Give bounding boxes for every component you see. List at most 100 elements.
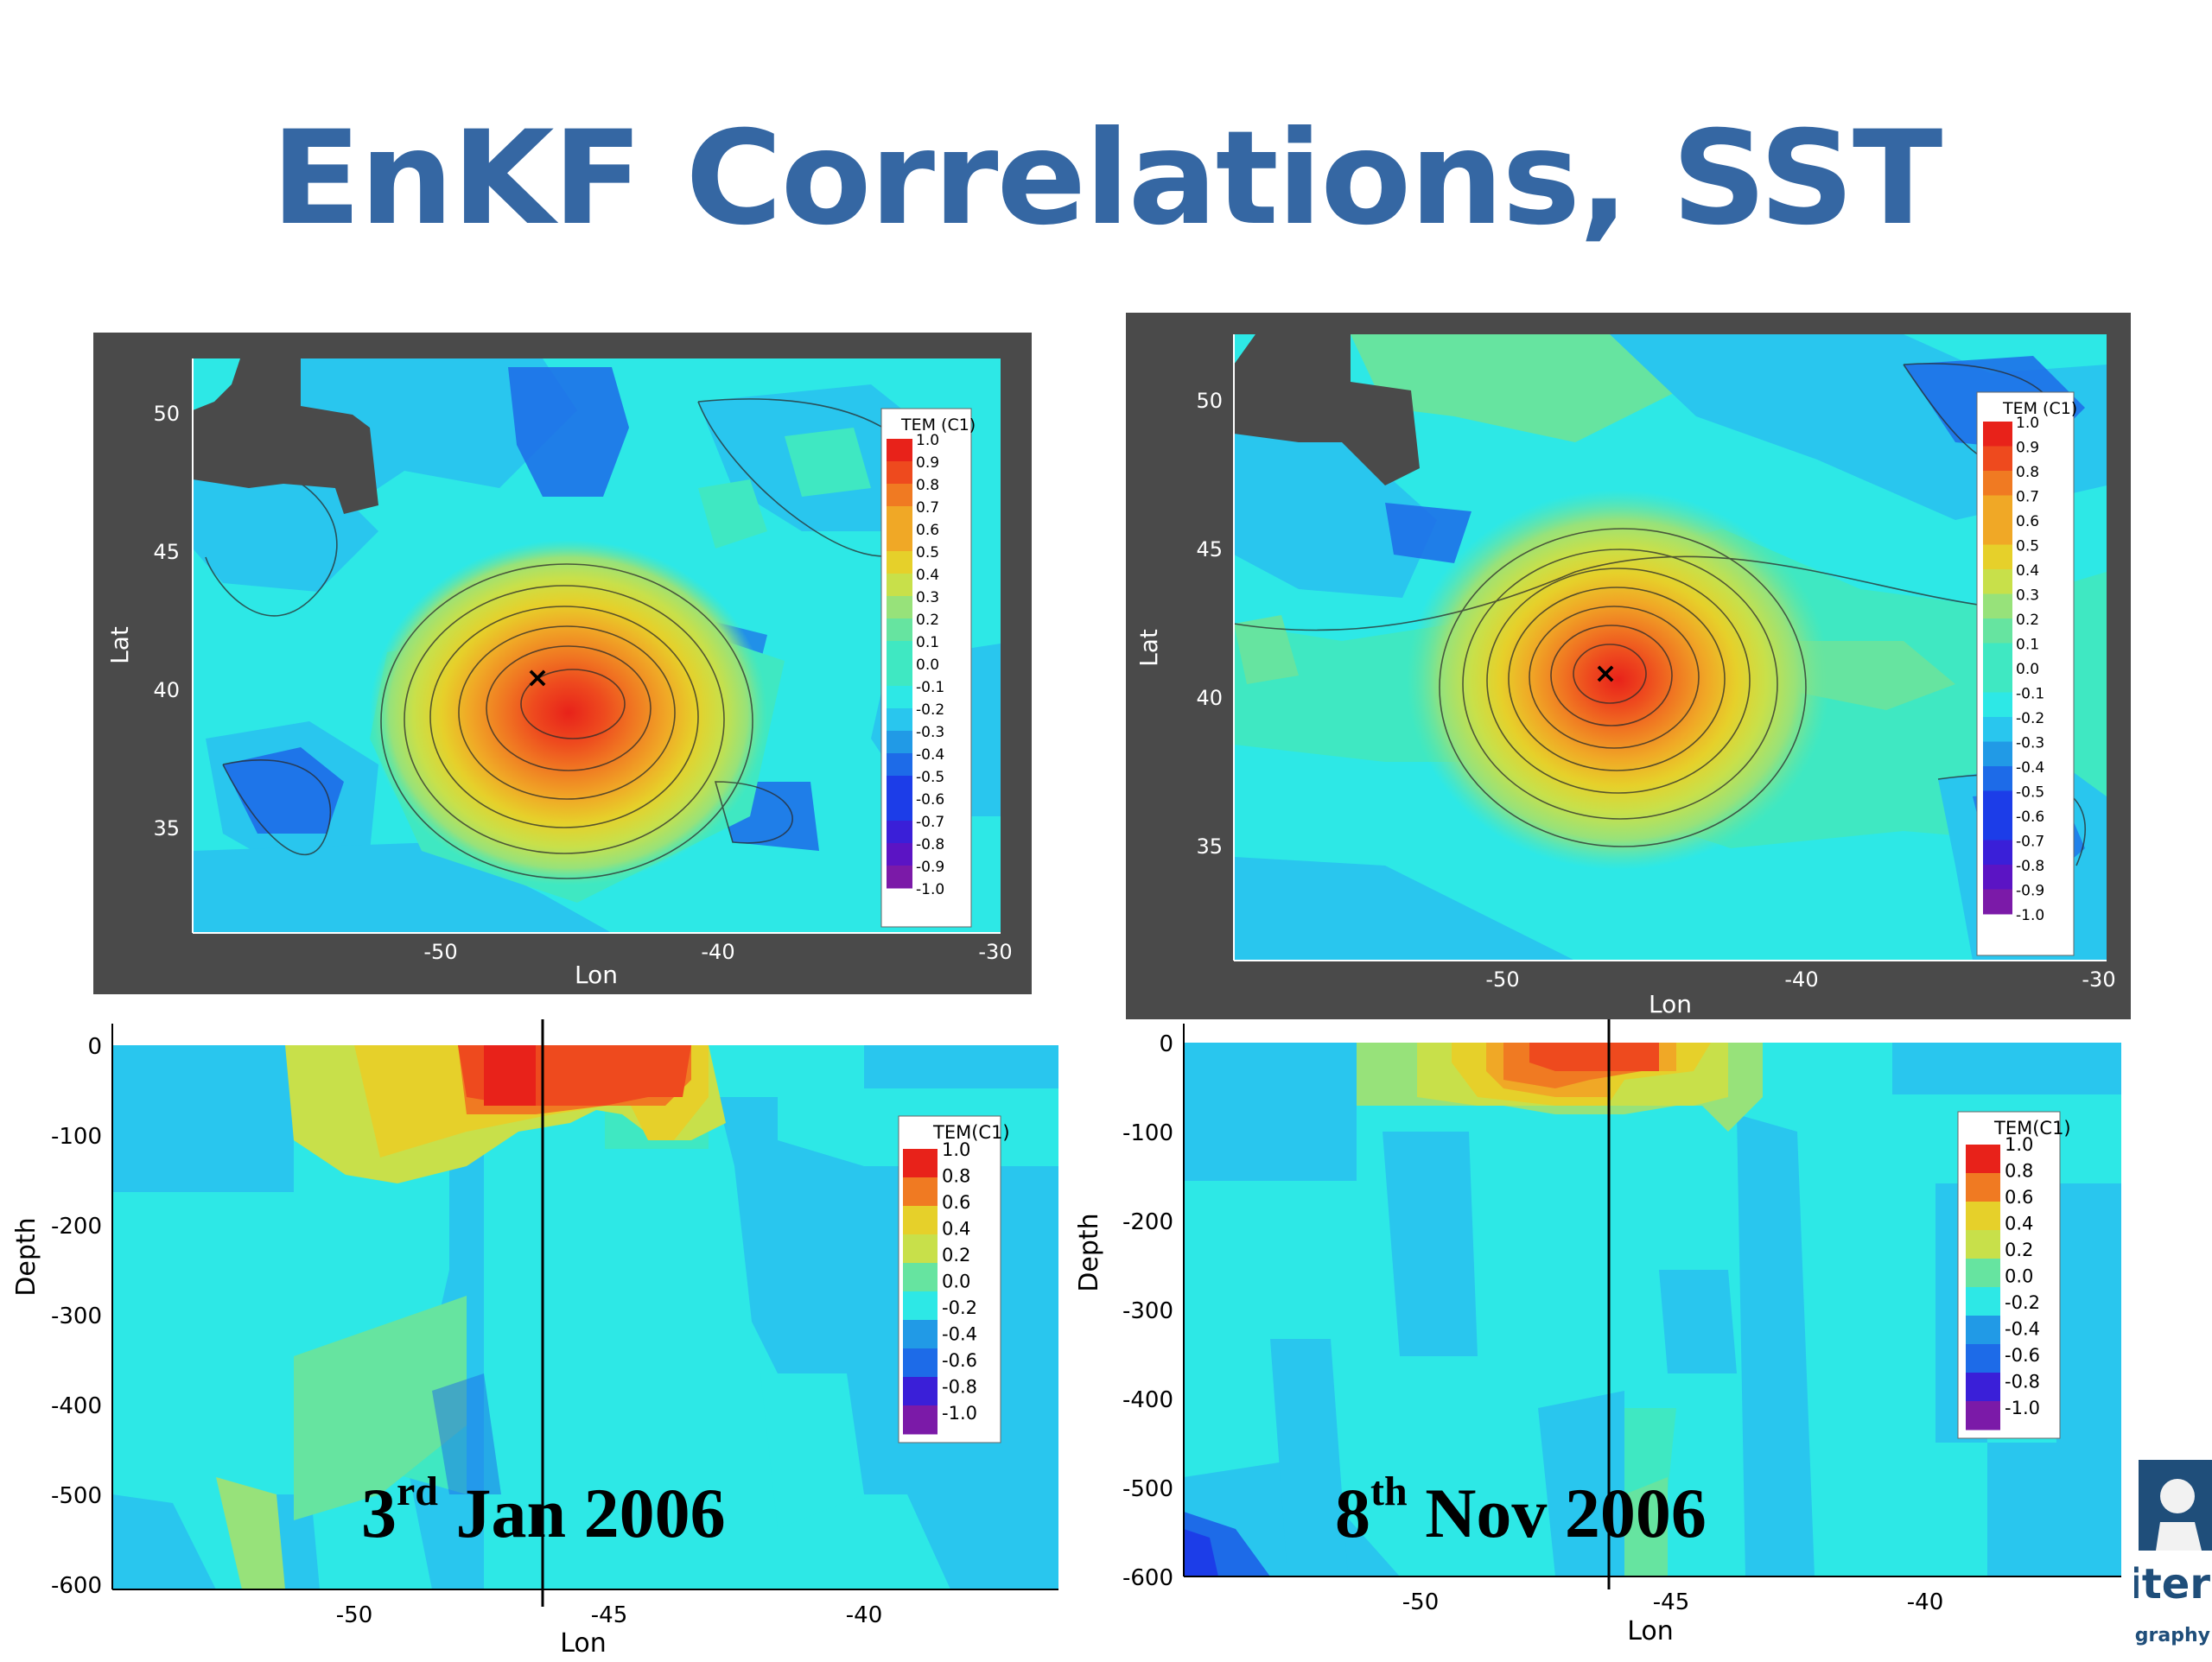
x-tick-label: -40: [1784, 967, 1818, 992]
y-tick-label: 35: [1196, 834, 1223, 859]
legend-label: -1.0: [916, 881, 944, 898]
y-tick-label: -500: [1122, 1476, 1173, 1502]
legend-swatch: [1983, 668, 2012, 693]
legend-swatch: [887, 439, 912, 462]
legend-swatch: [887, 574, 912, 597]
legend-swatch: [1983, 717, 2012, 742]
institution-logo: iter graphy: [2127, 1460, 2212, 1659]
legend-label: 0.0: [2005, 1266, 2033, 1287]
legend-swatch: [903, 1320, 938, 1349]
x-tick-label: -50: [336, 1602, 372, 1628]
legend-swatch: [1983, 815, 2012, 841]
legend-label: 0.5: [916, 544, 939, 561]
y-tick-label: 40: [153, 678, 180, 702]
legend-swatch: [1983, 471, 2012, 496]
legend-swatch: [903, 1291, 938, 1321]
legend-swatch: [887, 461, 912, 485]
y-axis-label: Depth: [11, 1217, 41, 1296]
x-tick-label: -50: [1485, 967, 1519, 992]
legend-label: 0.2: [942, 1245, 970, 1266]
legend-label: 1.0: [2016, 415, 2039, 432]
legend-label: 0.7: [916, 499, 939, 517]
map-contours-jan: [205, 398, 931, 879]
y-tick-label: 50: [153, 402, 180, 426]
legend-label: 0.2: [2005, 1240, 2033, 1260]
legend-label: 1.0: [942, 1139, 970, 1160]
legend-swatch: [1983, 446, 2012, 472]
y-tick-label: -100: [1122, 1120, 1173, 1146]
legend-swatch: [887, 686, 912, 709]
y-tick-label: 40: [1196, 686, 1223, 710]
legend-label: -0.6: [2005, 1345, 2040, 1366]
legend-labels: 1.0 0.8 0.6 0.4 0.2 0.0 -0.2 -0.4 -0.6 -0.8 -1.0: [2005, 1134, 2040, 1418]
y-axis-label: Lat: [1135, 629, 1163, 667]
date-day: 3: [361, 1474, 397, 1552]
legend-label: 0.3: [916, 589, 939, 606]
legend-label: -0.4: [942, 1324, 977, 1345]
legend-label: 0.4: [2005, 1214, 2033, 1234]
depth-legend-jan: TEM(C1) 1.0 0.8 0.6 0.4 0.2 0.0 -0.2 -0.4 -0.6 -0…: [898, 1115, 1010, 1443]
legend-label: -0.4: [2016, 759, 2044, 777]
observation-marker: ×: [526, 661, 550, 694]
legend-label: 0.7: [2016, 489, 2039, 506]
legend-swatch: [1966, 1202, 2000, 1231]
x-tick-label: -50: [1402, 1589, 1439, 1615]
legend-label: 0.4: [916, 567, 939, 584]
legend-label: 0.2: [2016, 612, 2039, 629]
y-tick-label: -100: [51, 1124, 102, 1150]
y-tick-label: -200: [1122, 1209, 1173, 1235]
y-tick-label: -200: [51, 1214, 102, 1240]
legend-swatch: [903, 1263, 938, 1292]
legend-label: 1.0: [2005, 1134, 2033, 1155]
legend-swatch: [903, 1348, 938, 1378]
legend-swatch: [1983, 422, 2012, 447]
legend-label: 0.5: [2016, 538, 2039, 555]
map-panel-jan: × 50 45 40 35 -50 -40 -30 Lon Lat TEM (C…: [93, 333, 1032, 994]
legend-labels: 1.0 0.8 0.6 0.4 0.2 0.0 -0.2 -0.4 -0.6 -0.8 -1.0: [942, 1139, 977, 1424]
legend-jan: TEM (C1) 1.0 0.9 0.8 0.7 0.6 0.5 0.4 0.3 0.2 0.1 0…: [880, 408, 976, 928]
y-tick-label: -300: [1122, 1298, 1173, 1324]
legend-swatch: [1966, 1145, 2000, 1174]
depth-panel-jan: 0 -100 -200 -300 -400 -500 -600 -50 -45 …: [0, 1011, 1071, 1659]
legend-label: -0.1: [916, 679, 944, 696]
legend-label: 0.4: [942, 1219, 970, 1240]
legend-swatch: [887, 484, 912, 507]
legend-label: -0.8: [942, 1377, 977, 1398]
y-tick-label: 35: [153, 816, 180, 841]
y-tick-label: -400: [1122, 1387, 1173, 1413]
legend-title: TEM (C1): [2002, 399, 2077, 418]
legend-swatch: [903, 1177, 938, 1207]
legend-label: 0.8: [2016, 464, 2039, 481]
legend-swatch: [887, 596, 912, 619]
x-tick-label: -30: [2082, 967, 2115, 992]
legend-label: -0.4: [2005, 1319, 2040, 1340]
legend-label: 0.6: [916, 522, 939, 539]
legend-swatch: [1983, 741, 2012, 767]
legend-swatch: [887, 641, 912, 664]
y-axis-label: Depth: [1074, 1213, 1104, 1291]
legend-label: 0.1: [916, 634, 939, 651]
legend-label: 0.0: [2016, 661, 2039, 678]
legend-swatch: [1983, 865, 2012, 890]
legend-label: 0.3: [2016, 587, 2039, 605]
legend-title: TEM (C1): [900, 416, 976, 435]
observation-marker: ×: [1594, 657, 1618, 689]
legend-swatch: [1983, 569, 2012, 594]
legend-label: -0.6: [916, 791, 944, 809]
land-mask: [1234, 334, 1420, 485]
y-tick-label: 45: [153, 540, 180, 564]
y-tick-label: -600: [1122, 1565, 1173, 1591]
legend-label: 1.0: [916, 432, 939, 449]
legend-swatch: [1983, 790, 2012, 816]
depth-panel-nov: 0 -100 -200 -300 -400 -500 -600 -50 -45 …: [1071, 1011, 2134, 1659]
legend-label: -0.5: [916, 769, 944, 786]
legend-label: 0.1: [2016, 637, 2039, 654]
legend-swatch: [887, 798, 912, 821]
legend-swatch: [1983, 495, 2012, 521]
legend-label: 0.0: [942, 1272, 970, 1292]
legend-label: -0.5: [2016, 784, 2044, 802]
y-axis-label: Lat: [105, 626, 134, 664]
date-rest: Nov 2006: [1425, 1474, 1707, 1552]
depth-chart-jan: 0 -100 -200 -300 -400 -500 -600 -50 -45 …: [11, 1019, 1058, 1659]
legend-swatch: [1983, 643, 2012, 669]
